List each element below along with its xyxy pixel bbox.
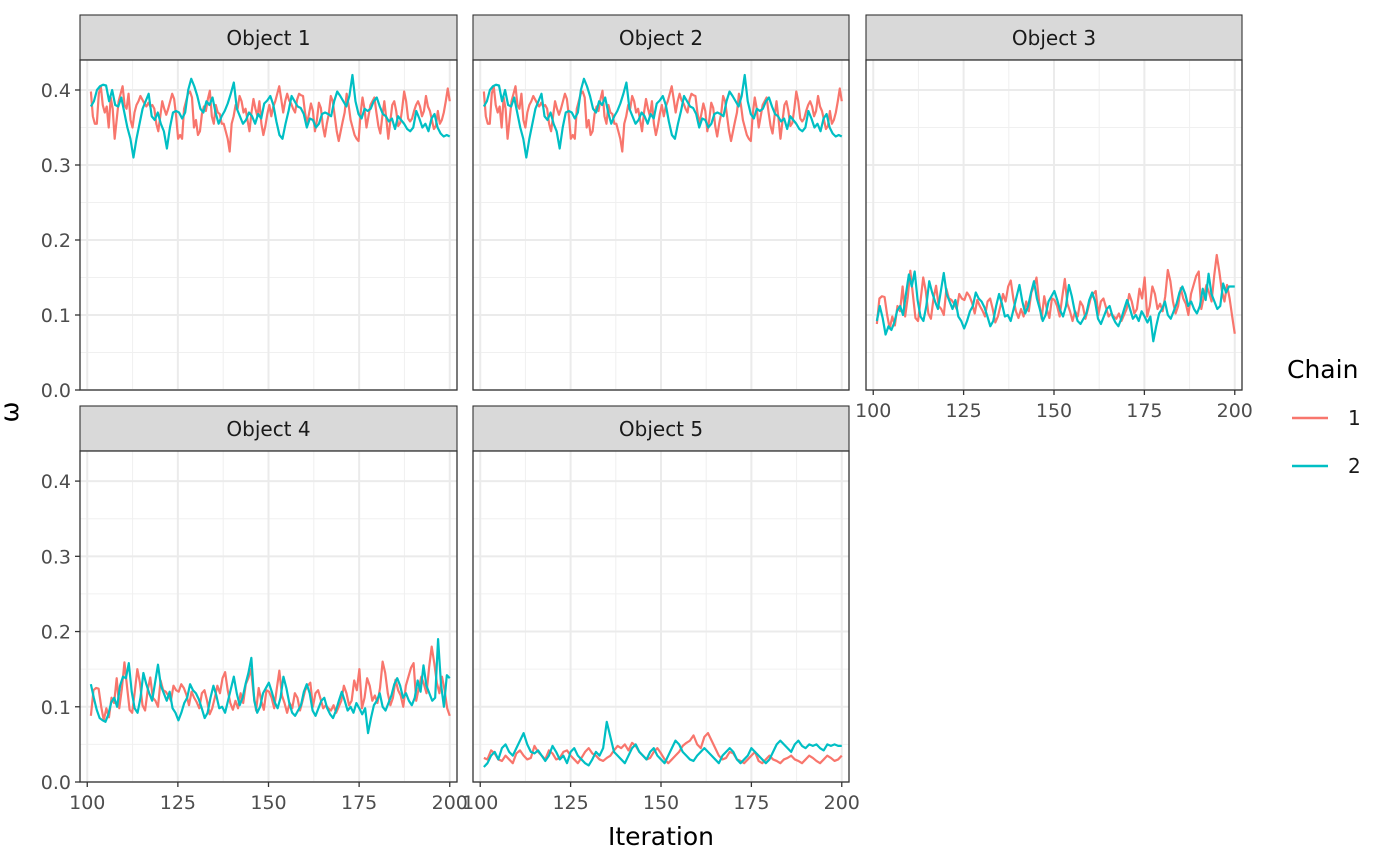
x-tick-label: 200 [1217,400,1253,422]
panel-4: Object 4 0.0 0.1 0.2 0.3 0.4 100 125 150 175 200 [41,405,468,814]
y-tick-label: 0.0 [41,380,71,402]
x-tick-label: 100 [855,400,891,422]
facet-strip-label: Object 4 [226,417,310,441]
x-tick-label: 150 [250,792,286,814]
series-line-chain-2 [89,73,451,159]
y-tick-label: 0.4 [41,80,71,102]
x-tick-label: 150 [643,792,679,814]
y-tick-label: 0.4 [41,471,71,493]
panel-border [472,59,850,391]
series-line-chain-1 [89,645,451,722]
panel-1: Object 1 0.0 0.1 0.2 0.3 0.4 [41,14,458,402]
x-tick-label: 175 [733,792,769,814]
facet-strip-label: Object 3 [1012,26,1096,50]
facet-strip [865,14,1243,61]
y-tick-label: 0.1 [41,305,71,327]
y-tick-label: 0.0 [41,772,71,794]
facet-strip-label: Object 5 [619,417,703,441]
facet-strip [79,14,458,61]
series-line-chain-1 [875,253,1236,334]
x-tick-label: 125 [945,400,981,422]
y-tick-label: 0.2 [41,230,71,252]
y-axis-title: ω [0,402,24,423]
facet-strip-label: Object 1 [226,26,310,50]
panel-3: Object 3 100 125 150 175 200 [855,14,1253,422]
gridlines [80,451,457,783]
series-line-chain-2 [483,720,842,768]
x-axis-title: Iteration [608,822,714,851]
legend-label-chain-2: 2 [1348,454,1361,478]
legend: Chain 1 2 [1287,355,1361,478]
x-tick-label: 200 [824,792,860,814]
x-tick-label: 200 [432,792,468,814]
panel-border [79,59,458,391]
y-tick-label: 0.1 [41,697,71,719]
panel-2: Object 2 [472,14,850,391]
x-tick-label: 100 [69,792,105,814]
y-tick-label: 0.2 [41,622,71,644]
x-tick-label: 175 [1126,400,1162,422]
series-line-chain-2 [482,73,843,159]
facet-strip [79,405,458,452]
panels: Object 1 0.0 0.1 0.2 0.3 0.4 Object 2 Object 3 1… [41,14,1253,814]
legend-label-chain-1: 1 [1348,406,1361,430]
legend-title: Chain [1287,355,1358,384]
x-tick-label: 125 [552,792,588,814]
x-tick-label: 150 [1036,400,1072,422]
gridlines [80,60,457,391]
gridlines [473,451,849,783]
y-tick-label: 0.3 [41,546,71,568]
series-line-chain-2 [89,637,451,735]
x-tick-label: 125 [160,792,196,814]
x-tick-label: 175 [341,792,377,814]
facet-strip-label: Object 2 [619,26,703,50]
y-tick-label: 0.3 [41,155,71,177]
panel-5: Object 5 100 125 150 175 200 [462,405,860,814]
x-tick-label: 100 [462,792,498,814]
series-line-chain-2 [875,270,1235,343]
